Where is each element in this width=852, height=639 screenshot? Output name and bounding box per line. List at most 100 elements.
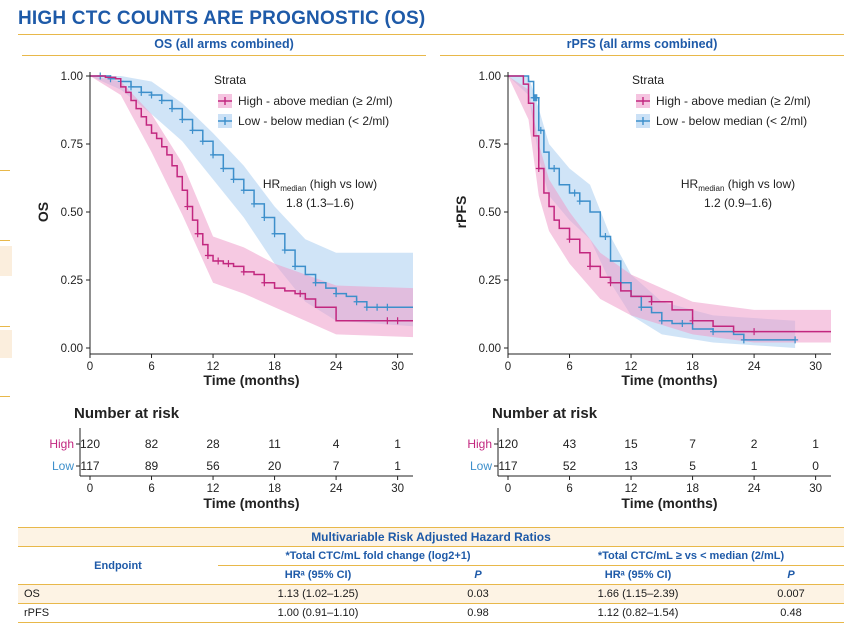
censor-mark xyxy=(261,279,268,287)
os-subtitle-rule xyxy=(22,55,426,56)
x-tick-label: 30 xyxy=(391,361,404,373)
risk-value: 43 xyxy=(563,437,577,451)
censor-mark xyxy=(384,303,391,311)
censor-mark xyxy=(710,328,717,336)
endpoint-cell: rPFS xyxy=(18,603,218,623)
risk-value: 1 xyxy=(751,459,758,473)
hr-annotation-value: 1.2 (0.9–1.6) xyxy=(704,196,772,210)
os-subtitle: OS (all arms combined) xyxy=(154,37,294,51)
censor-mark xyxy=(312,279,319,287)
x-tick-label: 6 xyxy=(148,361,154,373)
legend-title: Strata xyxy=(632,73,664,87)
censor-mark xyxy=(602,232,609,240)
censor-mark xyxy=(566,235,573,243)
censor-mark xyxy=(184,203,191,211)
x-tick-label: 6 xyxy=(566,361,572,373)
censor-mark xyxy=(281,246,288,254)
x-tick-label: 24 xyxy=(330,361,343,373)
table-row: OS 1.13 (1.02–1.25) 0.03 1.66 (1.15–2.39… xyxy=(18,584,844,604)
y-tick-label: 0.00 xyxy=(61,343,83,355)
risk-value: 52 xyxy=(563,459,577,473)
censor-mark xyxy=(384,317,391,325)
ci-band-high xyxy=(508,76,831,343)
legend-line xyxy=(218,117,232,125)
hr-table-title: Multivariable Risk Adjusted Hazard Ratio… xyxy=(18,527,844,547)
x-tick-label: 0 xyxy=(505,361,511,373)
margin-tick xyxy=(0,326,10,327)
legend-entry: High - above median (≥ 2/ml) xyxy=(656,94,811,108)
risk-value: 1 xyxy=(812,437,819,451)
p2-col-header: P xyxy=(738,565,844,585)
risk-value: 82 xyxy=(145,437,159,451)
y-tick-label: 1.00 xyxy=(61,71,83,83)
censor-mark xyxy=(333,290,340,298)
risk-value: 117 xyxy=(498,459,517,473)
x-tick-label: 30 xyxy=(809,361,822,373)
risk-x-tick-label: 6 xyxy=(148,483,154,495)
censor-mark xyxy=(374,303,381,311)
censor-mark xyxy=(638,303,645,311)
margin-tick xyxy=(0,240,10,241)
risk-x-tick-label: 0 xyxy=(87,483,93,495)
group2-header: *Total CTC/mL ≥ vs < median (2/mL) xyxy=(538,546,844,566)
censor-mark xyxy=(210,151,217,159)
y-tick-label: 0.75 xyxy=(479,139,501,151)
censor-mark xyxy=(199,137,206,145)
risk-value: 2 xyxy=(751,437,758,451)
hr-annotation: HRmedian (high vs low) xyxy=(263,177,377,193)
risk-value: 28 xyxy=(206,437,220,451)
censor-mark xyxy=(230,175,237,183)
margin-tick xyxy=(0,170,10,171)
risk-table-title: Number at risk xyxy=(492,405,598,422)
risk-value: 5 xyxy=(689,459,696,473)
censor-mark xyxy=(363,303,370,311)
risk-value: 56 xyxy=(206,459,220,473)
risk-row-label: Low xyxy=(470,459,492,473)
risk-value: 120 xyxy=(80,437,100,451)
endpoint-cell: OS xyxy=(18,584,218,604)
hr-table: Multivariable Risk Adjusted Hazard Ratio… xyxy=(18,527,844,623)
endpoint-header: Endpoint xyxy=(18,546,218,585)
risk-value: 11 xyxy=(268,437,281,451)
margin-shade xyxy=(0,330,12,358)
censor-mark xyxy=(537,126,544,134)
risk-x-tick-label: 0 xyxy=(505,483,511,495)
risk-x-tick-label: 12 xyxy=(625,483,638,495)
censor-mark xyxy=(297,290,304,298)
rpfs-subtitle-rule xyxy=(440,55,844,56)
y-axis-title: OS xyxy=(35,202,51,222)
p1-cell: 0.98 xyxy=(418,603,538,623)
hr1-cell: 1.00 (0.91–1.10) xyxy=(218,603,418,623)
x-tick-label: 18 xyxy=(686,361,699,373)
y-tick-label: 0.00 xyxy=(479,343,501,355)
p1-col-header: P xyxy=(418,565,538,585)
risk-value: 0 xyxy=(812,459,819,473)
censor-mark xyxy=(148,91,155,99)
hr-table-wrap: Multivariable Risk Adjusted Hazard Ratio… xyxy=(18,527,844,623)
hr2-col-header: HRᵃ (95% CI) xyxy=(538,565,738,585)
risk-row-label: Low xyxy=(52,459,74,473)
risk-value: 15 xyxy=(624,437,638,451)
legend-line xyxy=(636,97,650,105)
censor-mark xyxy=(648,298,655,306)
p2-cell: 0.48 xyxy=(738,603,844,623)
y-axis-title: rPFS xyxy=(453,196,469,229)
censor-mark xyxy=(571,189,578,197)
risk-x-tick-label: 30 xyxy=(391,483,404,495)
hr2-cell: 1.66 (1.15–2.39) xyxy=(538,584,738,604)
y-tick-label: 1.00 xyxy=(479,71,501,83)
risk-row-label: High xyxy=(467,437,492,451)
risk-x-tick-label: 30 xyxy=(809,483,822,495)
censor-mark xyxy=(189,126,196,134)
y-tick-label: 0.25 xyxy=(61,275,83,287)
censor-mark xyxy=(179,116,186,124)
risk-value: 4 xyxy=(333,437,340,451)
x-tick-label: 12 xyxy=(207,361,220,373)
risk-value: 1 xyxy=(394,437,401,451)
censor-mark xyxy=(533,94,540,102)
x-tick-label: 0 xyxy=(87,361,93,373)
censor-mark xyxy=(240,268,247,276)
risk-x-tick-label: 24 xyxy=(748,483,761,495)
